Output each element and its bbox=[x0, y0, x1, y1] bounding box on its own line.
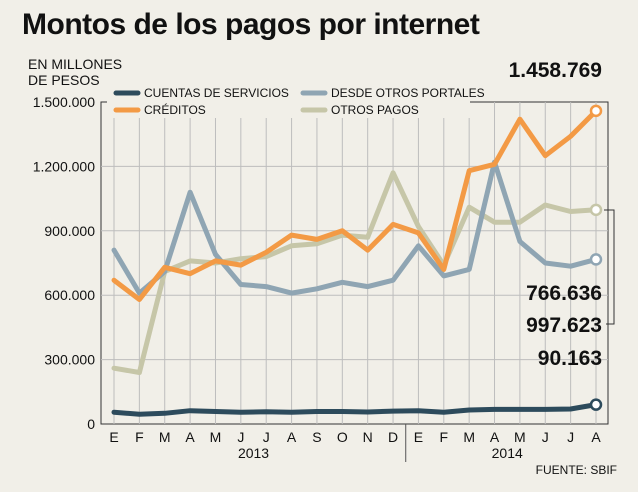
x-tick-label: M bbox=[159, 429, 171, 445]
callout-bracket bbox=[604, 209, 615, 325]
y-tick-label: 300.000 bbox=[44, 352, 95, 368]
series-line-1 bbox=[111, 108, 599, 302]
x-tick-label: A bbox=[591, 429, 601, 445]
source-label: FUENTE: SBIF bbox=[536, 463, 617, 477]
y-tick-label: 600.000 bbox=[44, 287, 95, 303]
x-tick-label: D bbox=[388, 429, 398, 445]
plot-area bbox=[100, 101, 609, 425]
series-endpoint-0 bbox=[589, 398, 603, 411]
legend-label-3: OTROS PAGOS bbox=[331, 103, 419, 117]
x-tick-label: E bbox=[414, 429, 423, 445]
x-tick-label: J bbox=[567, 429, 574, 445]
series-line-2 bbox=[111, 159, 599, 296]
x-tick-label: M bbox=[514, 429, 526, 445]
callout-cuentas: 90.163 bbox=[538, 347, 602, 370]
year-label-2014: 2014 bbox=[492, 445, 523, 461]
x-tick-label: S bbox=[312, 429, 321, 445]
x-tick-label: O bbox=[337, 429, 348, 445]
x-tick-label: J bbox=[263, 429, 270, 445]
x-tick-label: A bbox=[287, 429, 297, 445]
y-tick-label: 1.500.000 bbox=[33, 94, 95, 110]
legend-label-2: DESDE OTROS PORTALES bbox=[331, 86, 485, 100]
x-tick-label: N bbox=[363, 429, 373, 445]
y-axis-unit-label: EN MILLONES DE PESOS bbox=[28, 56, 123, 88]
callout-creditos: 1.458.769 bbox=[509, 59, 602, 82]
legend-label-0: CUENTAS DE SERVICIOS bbox=[144, 86, 289, 100]
x-tick-label: A bbox=[185, 429, 195, 445]
legend-label-1: CRÉDITOS bbox=[144, 102, 206, 117]
x-tick-label: A bbox=[490, 429, 500, 445]
year-label-2013: 2013 bbox=[238, 445, 269, 461]
y-tick-label: 900.000 bbox=[44, 223, 95, 239]
callout-otros-pagos: 997.623 bbox=[526, 314, 602, 337]
x-tick-label: F bbox=[135, 429, 144, 445]
x-tick-label: J bbox=[237, 429, 244, 445]
series-endpoint-3 bbox=[589, 203, 603, 217]
x-tick-label: M bbox=[463, 429, 475, 445]
x-tick-label: F bbox=[440, 429, 449, 445]
x-tick-label: J bbox=[542, 429, 549, 445]
chart-title: Montos de los pagos por internet bbox=[22, 8, 480, 41]
y-tick-label: 0 bbox=[87, 416, 95, 432]
series-endpoint-1 bbox=[589, 104, 603, 118]
callout-portales: 766.636 bbox=[526, 282, 602, 305]
series-endpoint-2 bbox=[589, 253, 603, 266]
y-tick-label: 1.200.000 bbox=[33, 158, 95, 174]
legend-box bbox=[107, 82, 470, 118]
series-line-0 bbox=[111, 402, 599, 417]
x-tick-label: M bbox=[210, 429, 222, 445]
x-tick-label: E bbox=[109, 429, 118, 445]
